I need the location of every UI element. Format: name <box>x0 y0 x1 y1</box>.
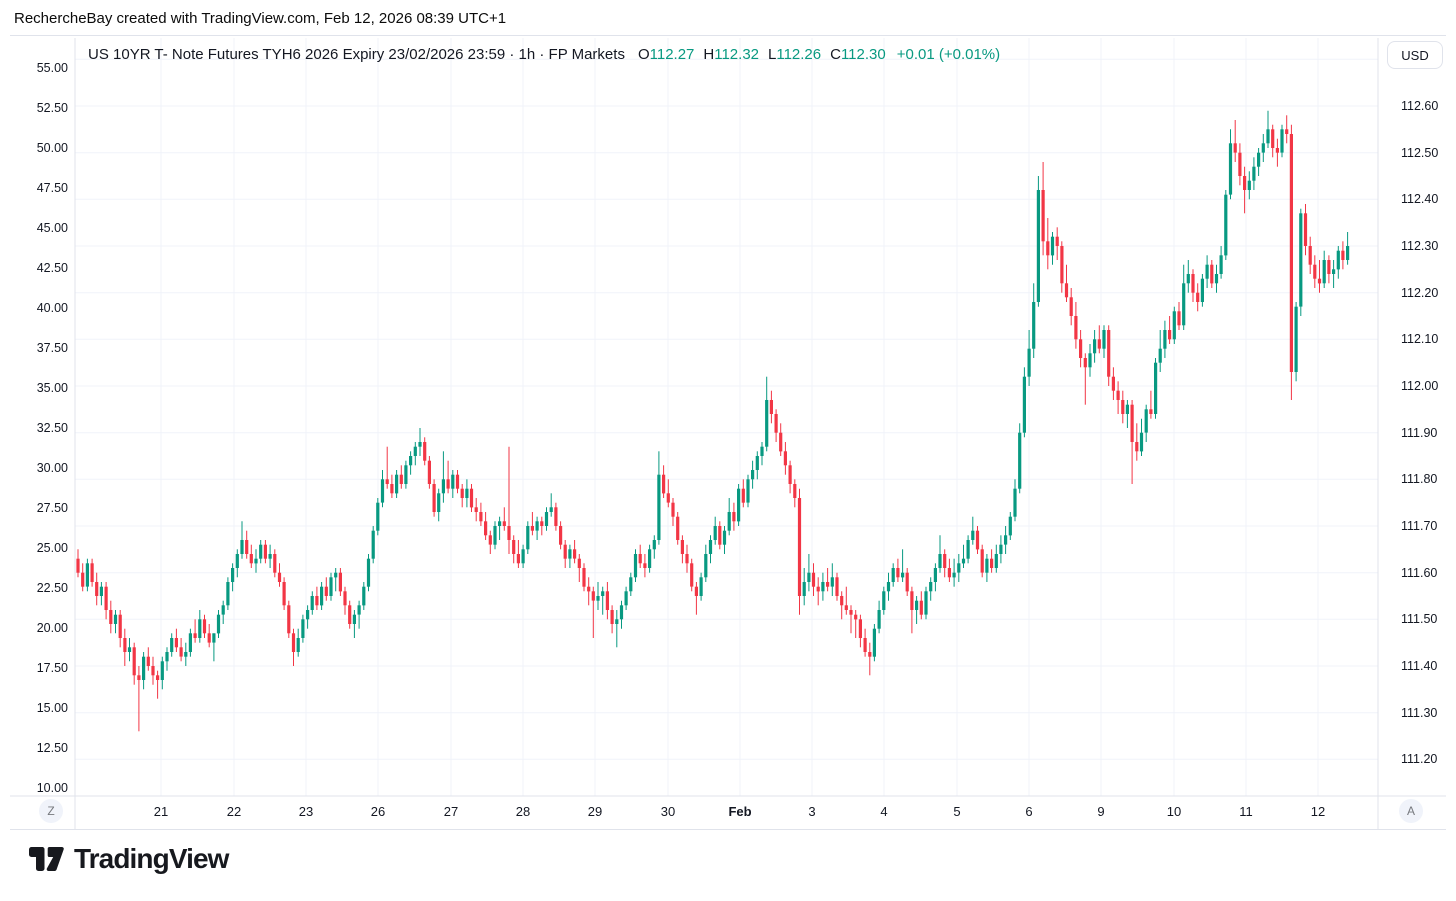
right-price-tick-label: 111.70 <box>1401 519 1438 533</box>
tradingview-logo[interactable]: TradingView <box>28 843 229 875</box>
time-tick-label: 23 <box>298 804 314 819</box>
left-price-tick-label: 45.00 <box>36 221 68 235</box>
time-tick-label: Feb <box>728 804 752 819</box>
right-price-tick-label: 112.50 <box>1401 145 1439 160</box>
left-price-tick-label: 50.00 <box>36 141 68 155</box>
time-tick-label: 26 <box>370 804 386 819</box>
chart-widget: US 10YR T- Note Futures TYH6 2026 Expiry… <box>10 35 1446 830</box>
left-price-tick-label: 37.50 <box>36 341 68 355</box>
legend-change: +0.01 (+0.01%) <box>896 46 1001 63</box>
legend-high: H112.32 <box>703 46 759 63</box>
left-price-tick-label: 42.50 <box>36 261 68 275</box>
left-price-tick-label: 15.00 <box>36 701 68 715</box>
right-price-tick-label: 111.90 <box>1401 425 1438 440</box>
right-price-tick-label: 111.60 <box>1401 565 1438 580</box>
right-scale-a-button[interactable]: A <box>1399 799 1423 823</box>
time-tick-label: 9 <box>1097 804 1105 819</box>
left-price-scale[interactable]: 55.00 52.50 50.00 47.50 45.00 42.50 40.00 37.50… <box>10 36 68 796</box>
right-price-tick-label: 112.00 <box>1401 379 1439 393</box>
time-tick-label: 11 <box>1239 804 1253 819</box>
chart-legend: US 10YR T- Note Futures TYH6 2026 Expiry… <box>88 46 1000 64</box>
symbol-title[interactable]: US 10YR T- Note Futures TYH6 2026 Expiry… <box>88 46 625 63</box>
currency-button[interactable]: USD <box>1387 41 1443 69</box>
left-price-tick-label: 25.00 <box>36 541 68 555</box>
right-price-tick-label: 112.60 <box>1401 99 1439 113</box>
time-tick-label: 30 <box>660 804 676 819</box>
time-tick-label: 5 <box>953 804 961 819</box>
left-price-tick-label: 47.50 <box>36 181 68 195</box>
left-scale-z-button[interactable]: Z <box>39 799 63 823</box>
attribution-text: RechercheBay created with TradingView.co… <box>14 10 507 27</box>
left-price-tick-label: 12.50 <box>36 741 68 755</box>
left-price-tick-label: 20.00 <box>36 621 68 635</box>
candlestick-plot[interactable] <box>10 36 1446 829</box>
time-tick-label: 27 <box>443 804 459 819</box>
right-price-tick-label: 111.80 <box>1401 472 1438 487</box>
time-tick-label: 29 <box>587 804 603 819</box>
time-tick-label: 3 <box>808 804 816 819</box>
left-price-tick-label: 55.00 <box>36 61 68 75</box>
right-price-tick-label: 111.50 <box>1401 612 1438 627</box>
right-price-tick-label: 112.40 <box>1401 192 1439 207</box>
time-tick-label: 4 <box>880 804 888 819</box>
right-price-tick-label: 112.20 <box>1401 285 1439 300</box>
time-tick-label: 6 <box>1025 804 1033 819</box>
right-price-tick-label: 111.40 <box>1401 659 1438 673</box>
left-price-tick-label: 10.00 <box>36 781 68 795</box>
right-price-scale[interactable]: 112.60 112.50 112.40 112.30 112.20 112.10 112.… <box>1390 36 1446 796</box>
right-price-tick-label: 111.30 <box>1401 705 1438 720</box>
left-price-tick-label: 30.00 <box>36 461 68 475</box>
left-price-tick-label: 35.00 <box>36 381 68 395</box>
legend-close: C112.30 <box>830 46 886 63</box>
left-price-tick-label: 22.50 <box>36 581 68 595</box>
left-price-tick-label: 17.50 <box>36 661 68 675</box>
right-price-tick-label: 111.20 <box>1401 752 1438 767</box>
legend-low: L112.26 <box>768 46 822 63</box>
time-tick-label: 21 <box>153 804 169 819</box>
time-scale[interactable]: 21 22 23 26 27 28 29 30 Feb 3 4 5 6 9 10 11 12 <box>10 796 1446 828</box>
right-price-tick-label: 112.10 <box>1401 332 1439 347</box>
time-tick-label: 10 <box>1166 804 1182 819</box>
tradingview-logo-text: TradingView <box>74 843 229 874</box>
left-price-tick-label: 32.50 <box>36 421 68 435</box>
left-price-tick-label: 52.50 <box>36 101 68 115</box>
time-tick-label: 12 <box>1310 804 1326 819</box>
time-tick-label: 28 <box>515 804 531 819</box>
right-price-tick-label: 112.30 <box>1401 239 1439 253</box>
tradingview-logo-mark <box>29 847 64 871</box>
time-tick-label: 22 <box>226 804 242 819</box>
left-price-tick-label: 40.00 <box>36 301 68 315</box>
left-price-tick-label: 27.50 <box>36 501 68 515</box>
legend-open: O112.27 <box>637 46 695 63</box>
